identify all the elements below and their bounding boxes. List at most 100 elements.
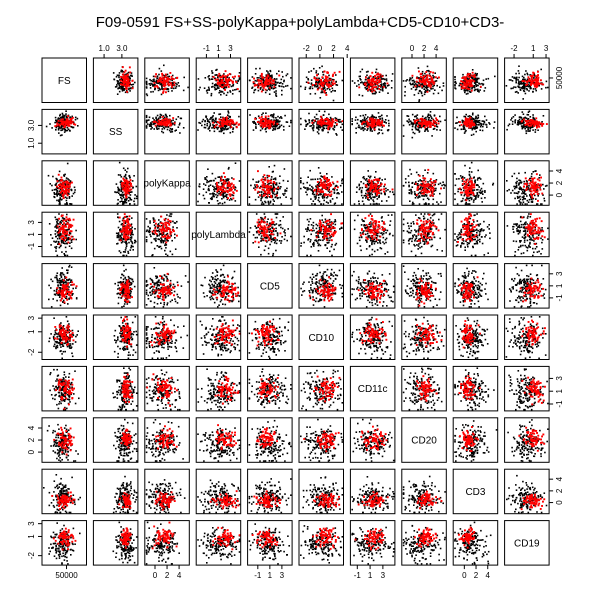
data-point <box>122 183 125 186</box>
data-point <box>268 183 270 185</box>
series-gated-events <box>254 115 279 130</box>
data-point <box>264 115 267 118</box>
data-point <box>328 113 330 116</box>
data-point <box>354 119 357 121</box>
data-point <box>215 84 218 87</box>
data-point <box>207 86 210 89</box>
data-point <box>300 123 302 126</box>
data-point <box>525 120 527 123</box>
data-point <box>61 185 64 188</box>
data-point <box>231 122 234 125</box>
data-point <box>70 125 72 128</box>
data-point <box>362 82 364 84</box>
data-point <box>391 73 394 75</box>
data-point <box>221 124 224 127</box>
data-point <box>212 124 214 126</box>
data-point <box>355 116 357 119</box>
data-point <box>117 188 120 191</box>
data-point <box>127 71 130 74</box>
data-point <box>284 114 286 117</box>
data-point <box>216 194 219 197</box>
panel-frame <box>92 57 139 103</box>
data-point <box>307 176 309 178</box>
data-point <box>271 114 273 116</box>
data-point <box>67 115 69 118</box>
data-point <box>533 118 535 120</box>
data-point <box>273 200 275 202</box>
data-point <box>121 85 123 87</box>
data-point <box>305 81 308 83</box>
data-point <box>523 118 525 121</box>
data-point <box>385 86 387 89</box>
data-point <box>265 74 268 76</box>
data-point <box>164 74 166 77</box>
data-point <box>123 175 126 178</box>
data-point <box>433 76 435 78</box>
data-point <box>471 113 474 116</box>
data-point <box>334 117 337 119</box>
data-point <box>275 121 277 124</box>
data-point <box>60 199 63 201</box>
data-point <box>58 187 61 190</box>
data-point <box>225 178 227 181</box>
data-point <box>425 77 428 80</box>
data-point <box>125 186 127 189</box>
data-point <box>164 118 166 121</box>
data-point <box>359 115 362 117</box>
data-point <box>68 122 71 125</box>
data-point <box>530 121 533 124</box>
data-point <box>228 193 231 196</box>
data-point <box>372 79 375 82</box>
data-point <box>468 77 470 80</box>
data-point <box>229 118 232 121</box>
data-point <box>328 128 331 131</box>
data-point <box>156 86 159 89</box>
data-point <box>470 122 473 125</box>
data-point <box>47 174 50 177</box>
data-point <box>51 184 53 187</box>
data-point <box>361 126 364 129</box>
data-point <box>206 179 208 182</box>
data-point <box>408 118 410 121</box>
data-point <box>275 123 277 125</box>
data-point <box>458 121 461 123</box>
data-point <box>426 128 429 131</box>
data-point <box>488 122 490 124</box>
data-point <box>540 88 543 90</box>
data-point <box>66 129 69 132</box>
panel-frame <box>452 57 499 103</box>
data-point <box>380 76 382 79</box>
data-point <box>213 86 216 89</box>
data-point <box>255 181 258 183</box>
data-point <box>520 122 523 125</box>
data-point <box>368 76 370 78</box>
data-point <box>471 117 474 119</box>
data-point <box>217 83 219 85</box>
data-point <box>164 84 167 87</box>
series-gated-events <box>152 116 176 127</box>
data-point <box>155 117 157 120</box>
panel-FS-vs-CD20 <box>401 57 447 103</box>
data-point <box>165 126 168 128</box>
data-point <box>460 80 463 83</box>
data-point <box>270 196 273 199</box>
data-point <box>316 184 319 186</box>
data-point <box>374 92 376 95</box>
data-point <box>323 196 326 199</box>
data-point <box>320 91 322 94</box>
data-point <box>370 78 373 81</box>
data-point <box>467 124 470 127</box>
data-point <box>420 77 422 80</box>
data-point <box>257 181 259 183</box>
data-point <box>269 84 272 86</box>
data-point <box>542 123 545 125</box>
data-point <box>374 75 376 77</box>
data-point <box>429 123 432 126</box>
data-point <box>522 120 524 122</box>
data-point <box>312 129 315 132</box>
data-point <box>120 69 123 72</box>
data-point <box>122 196 125 199</box>
data-point <box>422 84 425 87</box>
data-point <box>467 78 469 81</box>
